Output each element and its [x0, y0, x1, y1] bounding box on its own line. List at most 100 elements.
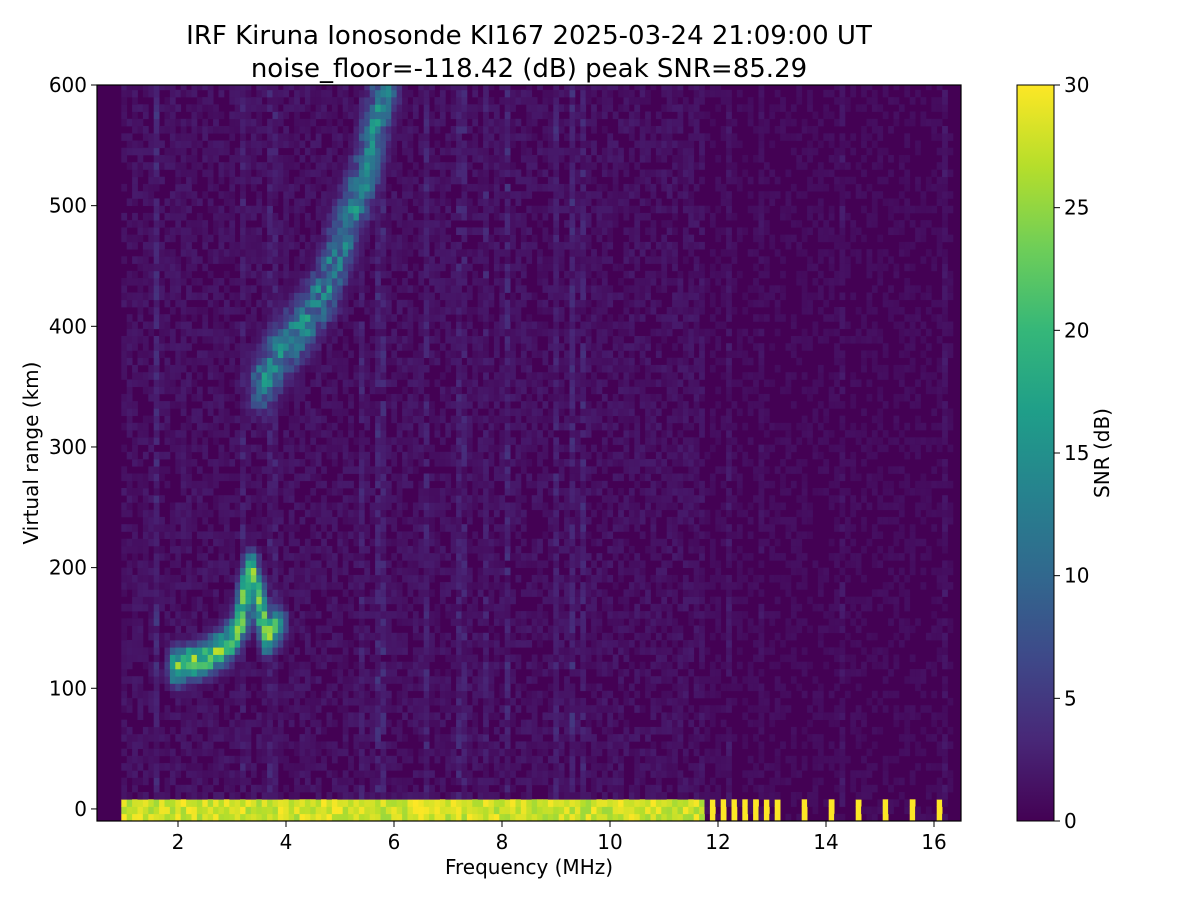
heatmap-cell [434, 719, 441, 728]
heatmap-cell [391, 553, 398, 561]
heatmap-cell [229, 697, 236, 706]
heatmap-cell [261, 813, 268, 821]
heatmap-cell [218, 220, 225, 228]
heatmap-cell [439, 516, 446, 525]
heatmap-cell [391, 647, 398, 655]
heatmap-cell [164, 118, 171, 127]
heatmap-cell [164, 372, 171, 380]
heatmap-cell [164, 466, 171, 474]
heatmap-cell [137, 763, 144, 771]
heatmap-cell [267, 683, 273, 692]
heatmap-cell [148, 133, 155, 141]
heatmap-cell [207, 640, 214, 648]
heatmap-cell [126, 451, 133, 460]
heatmap-cell [385, 495, 392, 503]
heatmap-cell [153, 748, 160, 757]
heatmap-cell [186, 748, 192, 757]
heatmap-cell [418, 770, 425, 778]
heatmap-cell [326, 198, 333, 206]
heatmap-cell [385, 755, 392, 764]
heatmap-cell [213, 799, 219, 807]
heatmap-cell [423, 603, 430, 612]
heatmap-cell [321, 198, 327, 206]
heatmap-cell [369, 350, 376, 358]
heatmap-cell [283, 582, 290, 590]
heatmap-cell [272, 647, 279, 655]
heatmap-cell [223, 524, 230, 532]
heatmap-cell [423, 343, 430, 351]
heatmap-cell [267, 278, 273, 286]
heatmap-cell [202, 422, 209, 431]
heatmap-cell [358, 249, 365, 257]
heatmap-cell [288, 553, 295, 561]
heatmap-cell [375, 480, 381, 489]
heatmap-cell [375, 307, 381, 315]
heatmap-cell [196, 690, 203, 699]
heatmap-cell [396, 220, 403, 228]
heatmap-cell [466, 314, 473, 322]
heatmap-cell [472, 408, 479, 416]
heatmap-cell [342, 220, 349, 228]
heatmap-cell [304, 292, 311, 301]
heatmap-cell [207, 336, 214, 344]
heatmap-cell [429, 516, 435, 525]
heatmap-cell [240, 459, 246, 467]
heatmap-cell [267, 205, 273, 214]
heatmap-cell [375, 336, 381, 344]
heatmap-cell [353, 140, 360, 149]
heatmap-cell [267, 545, 273, 554]
heatmap-cell [353, 697, 360, 706]
heatmap-cell [250, 538, 257, 547]
heatmap-cell [148, 437, 155, 445]
heatmap-cell [148, 596, 155, 605]
heatmap-cell [445, 734, 452, 742]
heatmap-cell [315, 661, 322, 670]
heatmap-cell [423, 582, 430, 590]
heatmap-cell [186, 567, 192, 576]
heatmap-cell [164, 553, 171, 561]
heatmap-cell [364, 364, 371, 373]
heatmap-cell [180, 343, 187, 351]
heatmap-cell [434, 415, 441, 424]
heatmap-cell [196, 502, 203, 511]
heatmap-cell [132, 183, 138, 192]
heatmap-cell [391, 473, 398, 482]
heatmap-cell [385, 792, 392, 800]
heatmap-cell [369, 755, 376, 764]
heatmap-cell [385, 104, 392, 112]
heatmap-cell [132, 799, 138, 807]
heatmap-cell [310, 574, 317, 583]
heatmap-cell [223, 640, 230, 648]
heatmap-cell [342, 212, 349, 221]
heatmap-cell [159, 401, 165, 409]
heatmap-cell [202, 292, 209, 301]
heatmap-cell [439, 285, 446, 293]
heatmap-cell [321, 256, 327, 264]
heatmap-cell [380, 357, 387, 366]
heatmap-cell [402, 357, 408, 366]
heatmap-cell [434, 726, 441, 735]
heatmap-cell [153, 155, 160, 163]
heatmap-cell [434, 328, 441, 337]
heatmap-cell [288, 741, 295, 749]
heatmap-cell [132, 241, 138, 250]
heatmap-cell [207, 198, 214, 206]
heatmap-cell [223, 350, 230, 358]
heatmap-cell [272, 155, 279, 163]
heatmap-cell [229, 393, 236, 402]
heatmap-cell [375, 133, 381, 141]
heatmap-cell [218, 140, 225, 149]
heatmap-cell [364, 111, 371, 120]
heatmap-cell [369, 813, 376, 821]
heatmap-cell [353, 278, 360, 286]
heatmap-cell [466, 183, 473, 192]
heatmap-cell [321, 480, 327, 489]
heatmap-cell [180, 444, 187, 453]
heatmap-cell [466, 205, 473, 214]
heatmap-cell [256, 234, 263, 243]
heatmap-cell [439, 386, 446, 395]
heatmap-cell [218, 415, 225, 424]
heatmap-cell [461, 763, 468, 771]
heatmap-cell [321, 502, 327, 511]
heatmap-cell [223, 495, 230, 503]
